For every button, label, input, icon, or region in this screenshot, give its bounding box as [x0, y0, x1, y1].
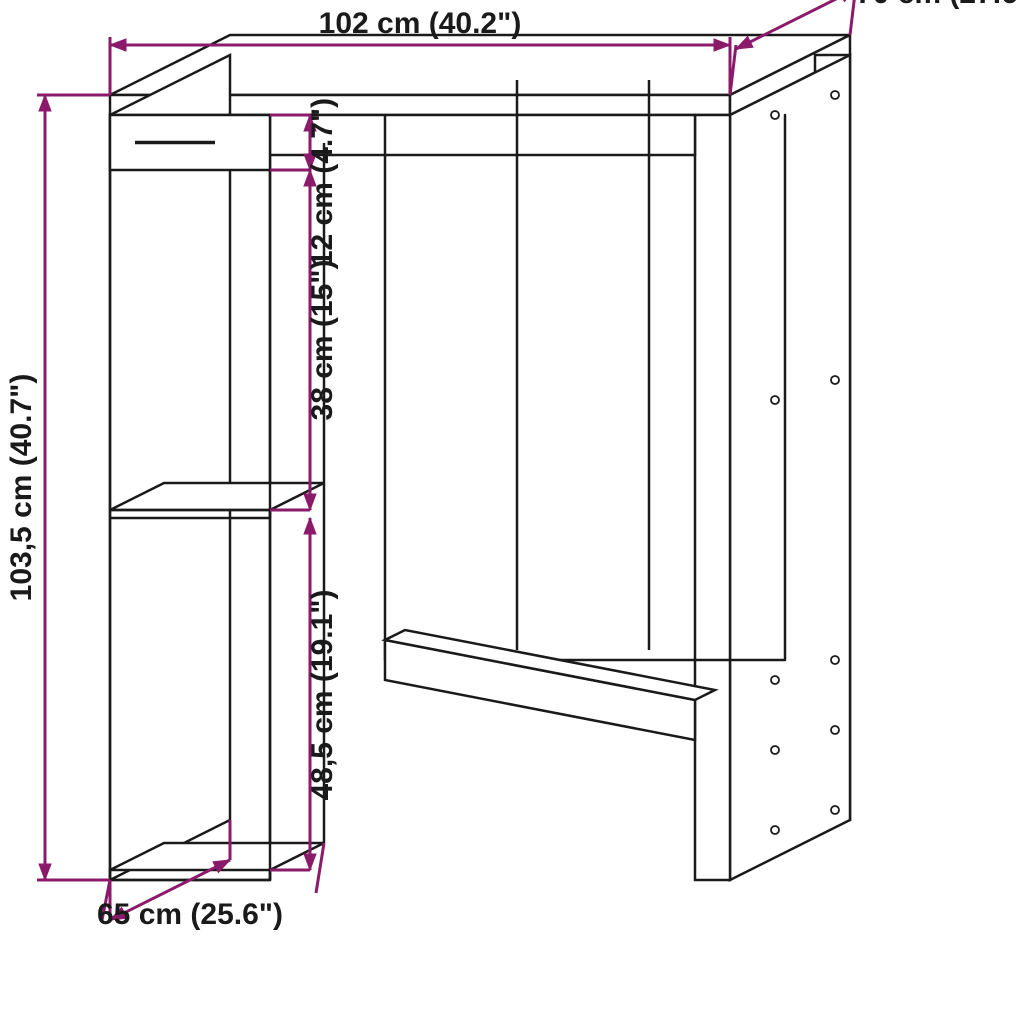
dim-shelf-depth: 65 cm (25.6"): [97, 898, 283, 931]
dim-height-total: 103,5 cm (40.7"): [5, 374, 38, 602]
dim-depth-top: 70 cm (27.6"): [856, 0, 1024, 10]
dim-width-top: 102 cm (40.2"): [319, 7, 522, 40]
dim-lower-opening: 48,5 cm (19.1"): [306, 589, 339, 800]
dim-upper-opening: 38 cm (15"): [306, 260, 339, 421]
